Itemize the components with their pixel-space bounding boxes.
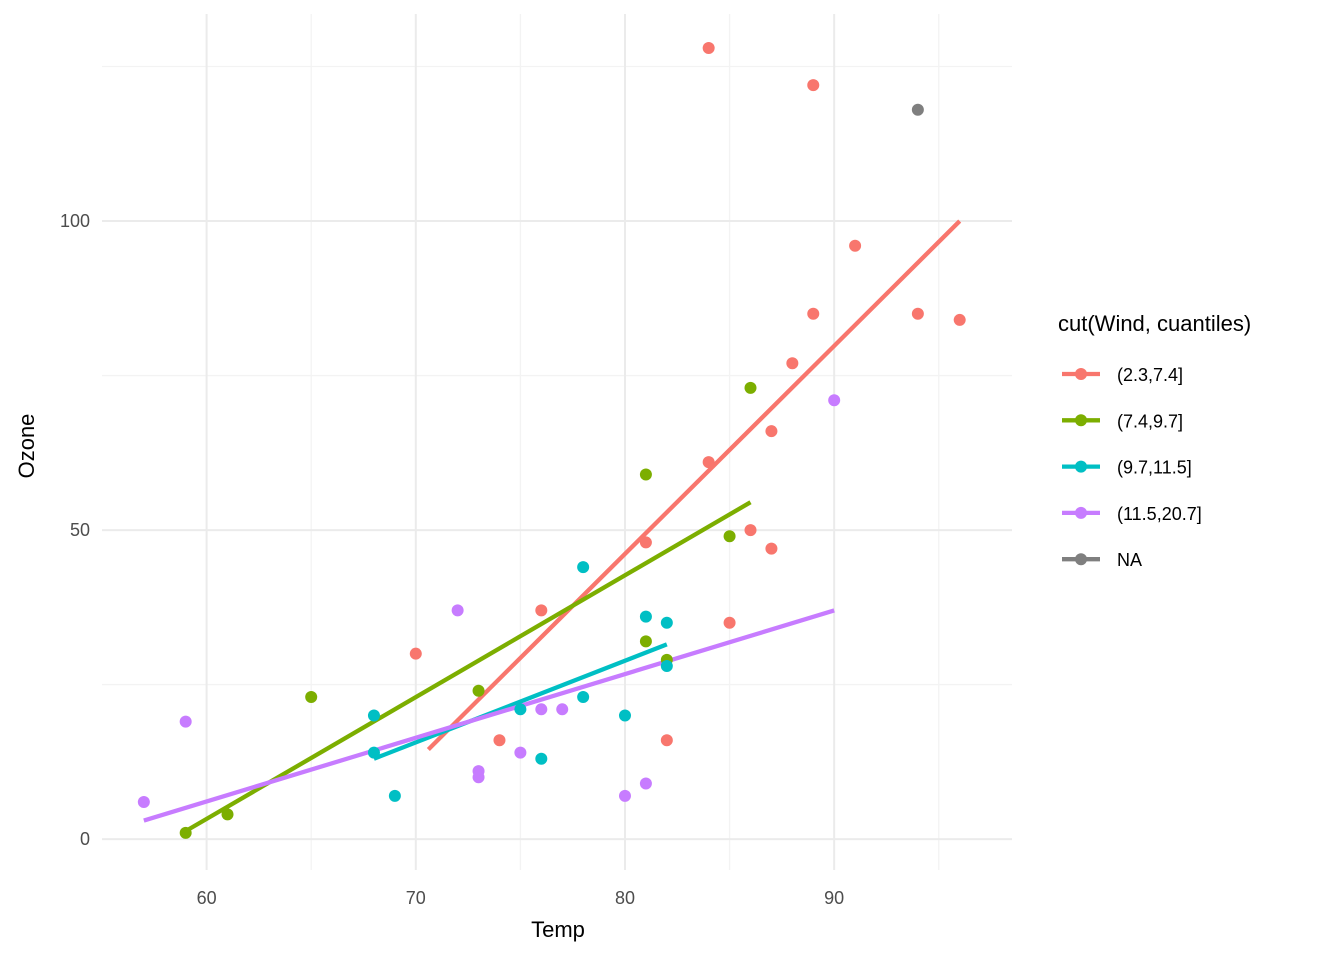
data-point — [472, 771, 485, 784]
data-point — [744, 524, 757, 537]
y-tick-label: 0 — [80, 829, 90, 849]
data-point — [786, 357, 799, 370]
data-point — [660, 734, 673, 747]
data-point — [472, 684, 485, 697]
data-point — [137, 796, 150, 809]
data-point — [514, 746, 527, 759]
data-point — [660, 616, 673, 629]
data-point — [911, 307, 924, 320]
y-tick-label: 50 — [70, 520, 90, 540]
data-point — [639, 610, 652, 623]
legend-key — [1062, 553, 1100, 566]
data-point — [556, 703, 569, 716]
data-point — [765, 542, 778, 555]
data-point — [577, 690, 590, 703]
legend-key — [1062, 506, 1100, 519]
data-point — [744, 381, 757, 394]
data-point — [639, 635, 652, 648]
plot-grid — [102, 14, 1012, 870]
data-point — [639, 468, 652, 481]
data-point — [702, 41, 715, 54]
legend-label: NA — [1117, 550, 1142, 570]
data-point — [849, 239, 862, 252]
x-tick-label: 70 — [406, 888, 426, 908]
trend-line — [184, 500, 752, 833]
legend: cut(Wind, cuantiles) (2.3,7.4] (7.4,9.7] (… — [1058, 311, 1251, 570]
data-point — [807, 79, 820, 92]
data-point — [660, 660, 673, 673]
data-point — [723, 616, 736, 629]
data-point — [807, 307, 820, 320]
data-point — [409, 647, 422, 660]
data-point — [911, 103, 924, 116]
data-point — [179, 715, 192, 728]
y-tick-labels: 0 50 100 — [60, 211, 90, 849]
trend-line — [143, 608, 835, 823]
data-point — [493, 734, 506, 747]
data-point — [618, 709, 631, 722]
y-axis-title: Ozone — [14, 414, 39, 479]
data-point — [179, 826, 192, 839]
data-point — [953, 313, 966, 326]
legend-key — [1062, 414, 1100, 427]
legend-title: cut(Wind, cuantiles) — [1058, 311, 1251, 336]
data-point — [828, 394, 841, 407]
trend-line — [373, 642, 668, 761]
data-point — [367, 746, 380, 759]
data-point — [577, 561, 590, 574]
legend-key-point — [1075, 553, 1087, 566]
legend-key-point — [1075, 414, 1087, 427]
data-point — [765, 425, 778, 438]
data-point — [388, 789, 401, 802]
data-point — [723, 530, 736, 543]
legend-label: (11.5,20.7] — [1117, 504, 1202, 524]
data-points — [137, 41, 966, 839]
data-point — [618, 789, 631, 802]
legend-key-point — [1075, 368, 1087, 380]
trend-line — [426, 219, 962, 752]
legend-label: (9.7,11.5] — [1117, 458, 1192, 478]
data-point — [639, 777, 652, 790]
data-point — [535, 604, 548, 617]
data-point — [514, 703, 527, 716]
x-tick-labels: 60 70 80 90 — [197, 888, 845, 908]
x-axis-title: Temp — [531, 917, 585, 942]
data-point — [639, 536, 652, 549]
data-point — [702, 456, 715, 469]
legend-label: (7.4,9.7] — [1117, 411, 1183, 431]
x-tick-label: 90 — [824, 888, 844, 908]
legend-label: (2.3,7.4] — [1117, 365, 1183, 385]
data-point — [367, 709, 380, 722]
legend-key — [1062, 460, 1100, 473]
data-point — [305, 690, 318, 703]
x-tick-label: 60 — [197, 888, 217, 908]
legend-key-point — [1075, 460, 1087, 473]
data-point — [535, 752, 548, 765]
data-point — [535, 703, 548, 716]
data-point — [451, 604, 464, 617]
y-tick-label: 100 — [60, 211, 90, 231]
legend-key-point — [1075, 506, 1087, 519]
legend-key — [1062, 368, 1100, 380]
x-tick-label: 80 — [615, 888, 635, 908]
trend-lines — [143, 219, 962, 833]
data-point — [221, 808, 234, 821]
